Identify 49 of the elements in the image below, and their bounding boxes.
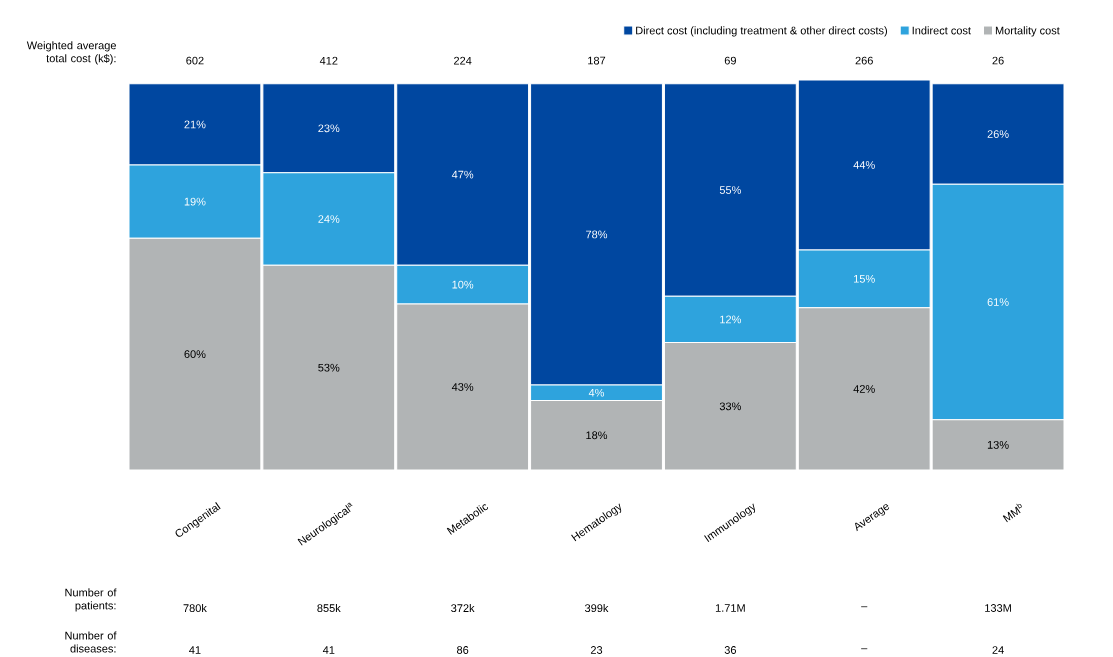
data-label: 10% [452, 280, 474, 289]
text: Weighted average total cost (k$): [26, 41, 116, 65]
text: 23 [590, 646, 603, 654]
text: 855k [317, 603, 341, 612]
text: 86 [457, 646, 469, 654]
text: 69 [724, 56, 736, 65]
data-label: 12% [720, 315, 741, 324]
text: 372k [451, 603, 475, 612]
text: 24 [992, 646, 1004, 654]
data-label: 78% [586, 230, 608, 239]
text: 26 [992, 56, 1004, 65]
legend-label: Mortality cost [995, 26, 1060, 37]
text: 224 [454, 56, 472, 65]
x-tick-label: MM$^{b}$ [1002, 503, 1022, 523]
data-label: 4% [588, 388, 605, 397]
text: 36 [724, 646, 736, 654]
data-label: 23% [318, 124, 340, 133]
text: Number of diseases: [65, 631, 117, 653]
text: 266 [855, 56, 873, 65]
text: 412 [319, 56, 338, 65]
text: 41 [189, 646, 201, 654]
data-label: 18% [586, 431, 608, 440]
data-label: 61% [987, 298, 1009, 306]
data-label: 26% [987, 130, 1009, 138]
data-label: 13% [987, 440, 1009, 449]
data-label: 44% [853, 160, 875, 169]
text: 41 [322, 646, 335, 654]
text: 780k [183, 603, 207, 612]
text: – [861, 606, 868, 608]
text: 1.71M [715, 604, 745, 612]
text: 133M [985, 604, 1011, 612]
text: – [861, 648, 868, 650]
data-label: 42% [853, 384, 875, 393]
data-label: 21% [184, 120, 206, 129]
data-label: 33% [719, 402, 741, 411]
text: 399k [585, 603, 609, 612]
data-label: 47% [451, 170, 474, 179]
legend-label: Direct cost (including treatment & other direct costs) [636, 26, 887, 37]
data-label: 53% [318, 363, 340, 372]
data-label: 19% [184, 197, 206, 206]
text: Number of patients: [65, 588, 117, 612]
text: 602 [186, 56, 204, 65]
data-label: 60% [184, 350, 206, 358]
data-label: 55% [719, 186, 741, 194]
data-label: 15% [854, 274, 875, 283]
legend-label: Indirect cost [912, 26, 971, 35]
data-label: 24% [318, 215, 340, 223]
data-label: 43% [451, 382, 474, 391]
text: 187 [588, 56, 606, 65]
